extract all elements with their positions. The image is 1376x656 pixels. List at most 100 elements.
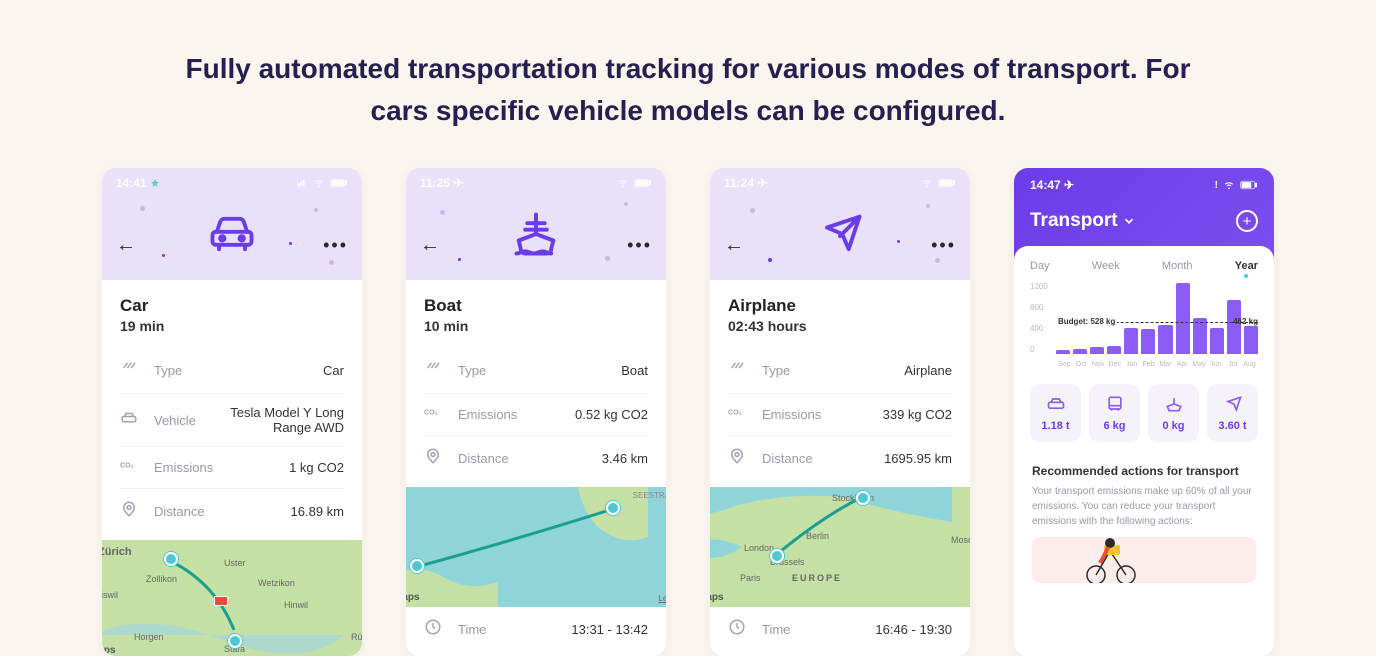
- status-icons: !: [1215, 180, 1258, 191]
- row-label: Emissions: [458, 407, 575, 422]
- dashboard-title-dropdown[interactable]: Transport: [1030, 210, 1136, 232]
- trip-duration: 10 min: [424, 318, 648, 334]
- svg-text:CO₂: CO₂: [424, 410, 438, 417]
- cards-row: 14:41 ← ••• C: [0, 168, 1376, 656]
- boat-icon: [1164, 394, 1184, 414]
- tab-year[interactable]: Year: [1235, 260, 1258, 272]
- period-tabs: Day Week Month Year: [1030, 260, 1258, 272]
- back-button[interactable]: ←: [420, 234, 440, 257]
- row-label: Time: [458, 622, 571, 637]
- recommendations: Recommended actions for transport Your t…: [1014, 456, 1274, 583]
- more-button[interactable]: •••: [931, 235, 956, 256]
- row-emissions: CO₂ Emissions 1 kg CO2: [120, 446, 344, 488]
- rec-text: Your transport emissions make up 60% of …: [1032, 484, 1256, 529]
- trip-card-boat: 11:25 ✈ ← ••• Boat 10 min: [406, 168, 666, 656]
- status-icons: [616, 178, 652, 188]
- row-label: Distance: [458, 451, 602, 466]
- trip-map[interactable]: Zürich Uster Zollikon Wetzikon Hinwil Ad…: [102, 540, 362, 656]
- status-time: 11:24 ✈: [724, 176, 767, 190]
- row-label: Type: [458, 363, 621, 378]
- row-value: 3.46 km: [602, 451, 648, 466]
- row-distance: Distance 16.89 km: [120, 488, 344, 534]
- svg-text:CO₂: CO₂: [120, 463, 134, 470]
- svg-text:CO₂: CO₂: [728, 410, 742, 417]
- status-icons: [296, 178, 348, 188]
- row-time: Time 13:31 - 13:42: [424, 607, 648, 652]
- status-bar: 11:24 ✈: [724, 176, 956, 190]
- status-bar: 14:47 ✈ !: [1030, 178, 1258, 192]
- trip-duration: 02:43 hours: [728, 318, 952, 334]
- status-time: 11:25 ✈: [420, 176, 463, 190]
- status-time: 14:47 ✈: [1030, 178, 1074, 192]
- mode-value: 0 kg: [1162, 420, 1184, 432]
- row-value: 1695.95 km: [884, 451, 952, 466]
- budget-label: Budget: 528 kg: [1056, 317, 1117, 326]
- row-value: 16.89 km: [291, 504, 344, 519]
- row-type: Type Airplane: [728, 348, 952, 393]
- row-value: 339 kg CO2: [883, 407, 952, 422]
- row-vehicle: Vehicle Tesla Model Y Long Range AWD: [120, 393, 344, 446]
- chart-panel: Day Week Month Year 12008004000 SepOctNo…: [1014, 246, 1274, 378]
- row-value: Tesla Model Y Long Range AWD: [214, 405, 344, 435]
- clock-icon: [424, 618, 446, 641]
- trip-title: Boat: [424, 296, 648, 316]
- row-value: Car: [323, 363, 344, 378]
- emissions-bar-chart[interactable]: 12008004000 SepOctNovDecJanFebMarAprMayJ…: [1030, 282, 1258, 368]
- row-value: Boat: [621, 363, 648, 378]
- row-label: Type: [762, 363, 904, 378]
- car-icon: [1046, 394, 1066, 414]
- rec-title: Recommended actions for transport: [1032, 464, 1256, 478]
- bus-icon: [1105, 394, 1125, 414]
- back-button[interactable]: ←: [116, 234, 136, 257]
- row-value: 13:31 - 13:42: [571, 622, 648, 637]
- row-distance: Distance 3.46 km: [424, 435, 648, 481]
- maps-attribution: Maps: [102, 645, 116, 656]
- value-label: 462 kg: [1233, 317, 1258, 326]
- trip-title: Car: [120, 296, 344, 316]
- trip-card-airplane: 11:24 ✈ ← ••• Airplane: [710, 168, 970, 656]
- row-emissions: CO₂ Emissions 0.52 kg CO2: [424, 393, 648, 435]
- maps-attribution: Maps: [406, 592, 420, 603]
- back-button[interactable]: ←: [724, 234, 744, 257]
- tab-month[interactable]: Month: [1162, 260, 1193, 272]
- tab-week[interactable]: Week: [1092, 260, 1120, 272]
- legal-link[interactable]: Legal: [658, 594, 666, 603]
- tab-day[interactable]: Day: [1030, 260, 1050, 272]
- trip-title: Airplane: [728, 296, 952, 316]
- add-button[interactable]: +: [1236, 210, 1258, 232]
- row-distance: Distance 1695.95 km: [728, 435, 952, 481]
- row-label: Emissions: [762, 407, 883, 422]
- row-value: 1 kg CO2: [289, 460, 344, 475]
- maps-attribution: Maps: [710, 592, 724, 603]
- car-small-icon: [120, 409, 142, 432]
- row-type: Type Boat: [424, 348, 648, 393]
- mode-tile-plane[interactable]: 3.60 t: [1207, 384, 1258, 442]
- row-value: 16:46 - 19:30: [875, 622, 952, 637]
- wifi-icon: [312, 178, 326, 188]
- trip-map[interactable]: SEESTRA sl Maps Legal: [406, 487, 666, 607]
- trip-header: 14:41 ← •••: [102, 168, 362, 280]
- row-label: Vehicle: [154, 413, 214, 428]
- type-icon: [120, 359, 142, 382]
- trip-header: 11:25 ✈ ← •••: [406, 168, 666, 280]
- chevron-down-icon: [1122, 214, 1136, 228]
- mode-tile-car[interactable]: 1.18 t: [1030, 384, 1081, 442]
- trip-map[interactable]: Stockholm Moscow Berlin London Brussels …: [710, 487, 970, 607]
- dashboard-card: 14:47 ✈ ! Transport + Day Week Month: [1014, 168, 1274, 656]
- rec-illustration: [1032, 537, 1256, 583]
- status-bar: 11:25 ✈: [420, 176, 652, 190]
- trip-header: 11:24 ✈ ← •••: [710, 168, 970, 280]
- battery-icon: [330, 178, 348, 188]
- mode-value: 1.18 t: [1041, 420, 1069, 432]
- mode-tile-boat[interactable]: 0 kg: [1148, 384, 1199, 442]
- plane-icon: [1223, 394, 1243, 414]
- more-button[interactable]: •••: [627, 235, 652, 256]
- more-button[interactable]: •••: [323, 235, 348, 256]
- co2-icon: CO₂: [120, 458, 142, 477]
- status-bar: 14:41: [116, 176, 348, 190]
- mode-tile-bus[interactable]: 6 kg: [1089, 384, 1140, 442]
- clock-icon: [728, 618, 750, 641]
- headline: Fully automated transportation tracking …: [0, 0, 1376, 168]
- pin-icon: [120, 500, 142, 523]
- row-type: Type Car: [120, 348, 344, 393]
